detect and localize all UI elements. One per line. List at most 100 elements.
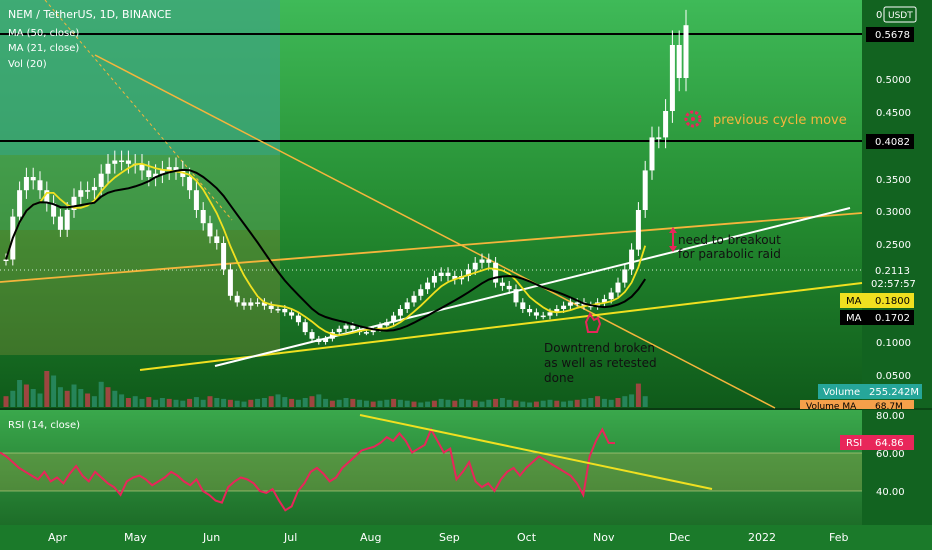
currency-button-label[interactable]: USDT [888, 11, 913, 21]
candle-body [227, 269, 233, 296]
last-price-text: 0.2113 [875, 266, 910, 277]
candle-body [499, 282, 505, 286]
downtrend-line-dashed [44, 0, 233, 221]
time-tick: Feb [829, 531, 848, 544]
volume-bar [431, 400, 437, 407]
level-badge-0.5678-text: 0.5678 [875, 30, 910, 41]
volume-ma-badge-value: 68.7M [875, 402, 903, 412]
candle-body [656, 137, 662, 139]
volume-bar [295, 399, 301, 407]
volume-bar [329, 400, 335, 407]
ma50-badge [840, 310, 914, 325]
volume-bar [391, 398, 397, 407]
candle-body [295, 315, 301, 323]
candle-body [3, 259, 9, 261]
previous-cycle-annotation: previous cycle move [684, 110, 847, 128]
arrow-down-icon [669, 246, 677, 252]
candle-body [241, 302, 247, 306]
rsi-tick-40: 40.00 [876, 487, 905, 498]
candle-body [642, 170, 648, 210]
volume-bar [595, 396, 601, 407]
volume-bar [581, 398, 587, 407]
time-tick: Jun [202, 531, 220, 544]
candle-body [363, 332, 369, 334]
volume-bar [404, 400, 410, 407]
candle-body [336, 328, 342, 333]
candle-body [629, 249, 635, 270]
candle-body [71, 196, 77, 210]
candle-body [397, 309, 403, 316]
volume-bar [357, 399, 363, 407]
volume-bar [3, 396, 9, 407]
volume-bar [85, 393, 91, 407]
volume-bar [180, 400, 186, 407]
volume-bar [98, 381, 104, 407]
ma21-badge-label: MA [846, 296, 862, 307]
ma21-badge [840, 293, 914, 308]
volume-bar [343, 398, 349, 407]
ma21-badge-value: 0.1800 [875, 296, 910, 307]
symbol-label: NEM / TetherUS, 1D, BINANCE [8, 8, 172, 21]
vol-legend: Vol (20) [8, 59, 47, 70]
candle-body [146, 170, 152, 177]
volume-bar [289, 398, 295, 407]
candle-body [384, 322, 390, 326]
price-tick: 0.3500 [876, 175, 911, 186]
volume-bar [499, 398, 505, 407]
time-axis [0, 525, 932, 550]
candle-body [561, 305, 567, 309]
candle-body [486, 259, 492, 263]
volume-bar [146, 397, 152, 407]
volume-bar [248, 399, 254, 407]
rsi-tick-80: 80.00 [876, 411, 905, 422]
candle-body [547, 312, 553, 316]
volume-bar [411, 401, 417, 407]
candle-body [323, 338, 329, 342]
downtrend-annotation: Downtrend broken as well as retested don… [544, 312, 657, 385]
level-badge-0.4082-text: 0.4082 [875, 137, 910, 148]
downtrend-line-orange [94, 54, 776, 409]
ma21-legend: MA (21, close) [8, 43, 79, 54]
rsi-band [0, 453, 862, 491]
volume-bar [377, 400, 383, 407]
ma50-legend: MA (50, close) [8, 28, 79, 39]
volume-bar [23, 384, 29, 407]
candle-body [615, 282, 621, 293]
candle-body [221, 243, 227, 270]
candle-body [377, 325, 383, 329]
volume-bar [554, 400, 560, 407]
volume-bar [71, 384, 77, 407]
candle-body [180, 170, 186, 177]
currency-button[interactable]: USDT [883, 6, 917, 23]
volume-bar [112, 390, 118, 407]
candle-body [472, 262, 478, 270]
rsi-badge [840, 435, 914, 450]
candle-body [125, 160, 131, 164]
candle-body [261, 302, 267, 306]
candle-body [200, 210, 206, 224]
candle-body [520, 302, 526, 309]
candle-body [418, 289, 424, 296]
volume-bar [125, 398, 131, 407]
volume-bar [51, 375, 57, 407]
price-tick: 0.3000 [876, 207, 911, 218]
rsi-badge-value: 64.86 [875, 438, 904, 449]
currency-button-bg[interactable] [883, 6, 917, 23]
price-tick: 0.0500 [876, 371, 911, 382]
volume-bar [520, 401, 526, 407]
volume-bar [227, 399, 233, 407]
volume-bar [506, 399, 512, 407]
candle-body [316, 338, 322, 342]
volume-bar [316, 394, 322, 407]
candle-body [282, 309, 288, 313]
volume-bar [91, 396, 97, 407]
rsi-badge-label: RSI [846, 438, 862, 449]
volume-bar [459, 398, 465, 407]
volume-bar [78, 389, 84, 407]
candle-body [139, 163, 145, 171]
volume-bar [159, 398, 165, 407]
volume-bar [588, 398, 594, 407]
candle-body [193, 190, 199, 210]
candle-body [404, 302, 410, 309]
